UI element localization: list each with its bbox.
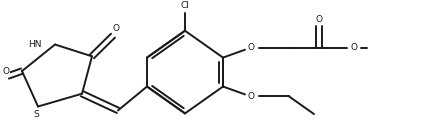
Text: O: O (316, 15, 322, 24)
Text: O: O (248, 92, 254, 101)
Text: S: S (33, 110, 39, 119)
Text: O: O (351, 43, 357, 52)
Text: Cl: Cl (181, 1, 190, 10)
Text: O: O (248, 43, 254, 52)
Text: HN: HN (29, 40, 42, 49)
Text: O: O (3, 67, 9, 76)
Text: O: O (112, 24, 120, 33)
